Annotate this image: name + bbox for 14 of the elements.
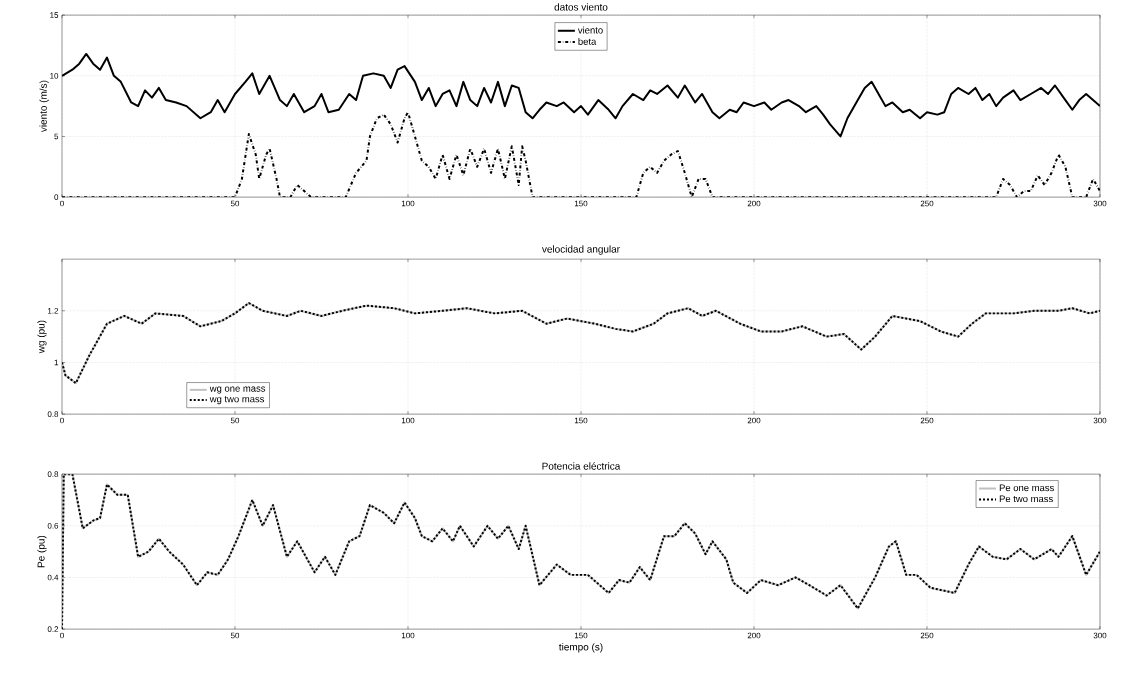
- legend-label: viento: [577, 26, 603, 34]
- y-axis-title: Pe (pu): [37, 535, 47, 568]
- legend-label: wg one mass: [209, 386, 266, 394]
- legend-label: beta: [578, 37, 597, 45]
- y-axis-title: viento (m/s): [39, 80, 49, 133]
- chart-title: Potencia eléctrica: [542, 462, 621, 470]
- x-axis-title: tiempo (s): [559, 643, 603, 653]
- y-axis-title: wg (pu): [37, 320, 47, 354]
- legend-label: Pe two mass: [999, 495, 1053, 503]
- line-series: [62, 474, 1100, 630]
- legend-label: wg two mass: [209, 396, 265, 405]
- legend-label: Pe one mass: [999, 484, 1054, 492]
- chart-title: velocidad angular: [541, 245, 620, 255]
- chart-title: datos viento: [554, 3, 608, 11]
